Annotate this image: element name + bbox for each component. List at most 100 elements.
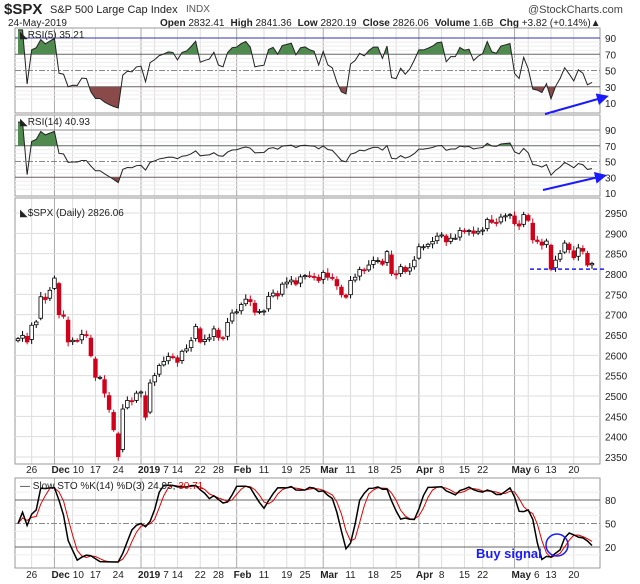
candle [530,222,535,241]
quote-label: Low [297,18,321,29]
candle [225,322,230,337]
x-tick-label: 20 [568,570,580,581]
candle [61,314,66,317]
candle [270,292,276,297]
x-tick-label: 17 [90,570,102,581]
x-tick-label: Mar [320,465,338,476]
x-tick-label: 6 [534,570,540,581]
candle [116,433,121,458]
candle [512,215,517,224]
candle [175,357,180,363]
x-tick-label: 22 [477,465,489,476]
candle [507,214,513,217]
candle [521,214,526,225]
candle [316,277,321,281]
quote-bar: Open 2832.41 High 2841.36 Low 2820.19 Close… [160,18,607,29]
x-tick-label: 2019 [138,465,161,476]
candle [106,395,112,410]
candle [207,337,212,340]
candle [289,279,294,283]
candle [407,267,412,272]
x-tick-label: 14 [172,570,184,581]
candle [216,329,221,338]
candle [494,222,499,224]
candle [138,391,144,394]
candle [448,237,453,242]
rsi14-arrow [542,171,607,191]
candle [166,356,171,362]
candle [325,272,330,278]
candle [412,259,417,268]
sto-k-line [17,484,593,563]
quote-label: Volume [434,18,473,29]
x-tick-label: May [512,465,532,476]
x-tick-label: 19 [281,570,293,581]
axis-tick-label: 2850 [605,250,628,261]
candle [475,230,481,234]
candle [393,273,399,276]
x-tick-label: 24 [113,570,125,581]
axis-tick-label: 50 [605,158,617,169]
x-tick-label: 7 [163,570,169,581]
x-tick-label: Apr [416,570,433,581]
axis-tick-label: 70 [605,50,617,61]
candle [526,215,531,221]
candle [293,280,299,285]
candle [143,395,148,418]
x-tick-label: 25 [299,570,311,581]
candle [134,392,139,401]
exchange: INDX [186,4,210,15]
candle [125,400,130,409]
candle [343,294,349,298]
index-name: S&P 500 Large Cap Index [50,4,178,16]
candle [15,338,21,342]
candle [88,337,94,357]
candle [398,266,403,274]
candle [471,230,476,234]
sto-title: — Slow STO %K(14) %D(3) 24.95, 30.71 [20,481,204,492]
axis-tick-label: 30 [605,83,617,94]
candle [79,334,84,341]
x-tick-label: Apr [416,465,433,476]
x-tick-label: 25 [391,570,403,581]
candle [571,250,576,259]
panel-frame-price [14,197,601,465]
candle [275,293,280,297]
candle [371,260,376,265]
x-tick-label: 10 [73,465,85,476]
x-tick-label: 2019 [138,570,161,581]
x-tick-label: 15 [459,465,471,476]
candle [261,310,267,313]
candle [34,321,39,326]
axis-tick-label: 2500 [605,392,628,403]
candle [102,379,107,394]
candle [580,248,586,252]
x-tick-label: Dec [51,465,70,476]
candle [557,253,563,260]
candle [416,246,422,259]
candle [352,276,358,281]
candle [384,251,390,263]
x-tick-label: 17 [90,465,102,476]
candle [84,334,89,337]
candle [220,337,226,340]
candle [266,295,271,310]
candle [75,339,80,342]
x-tick-label: 8 [439,570,445,581]
candle [439,234,444,237]
brand-link[interactable]: @StockCharts.com [528,4,623,16]
candle [252,302,258,313]
candle [29,324,34,340]
x-tick-label: 25 [299,465,311,476]
candle [234,311,239,314]
x-tick-label: 7 [163,465,169,476]
candle [93,358,98,378]
axis-tick-label: 80 [605,496,617,507]
quote-value: 2832.41 [188,18,225,29]
candle [248,299,253,303]
candle [20,335,25,339]
axis-tick-label: 2650 [605,331,628,342]
axis-tick-label: 2400 [605,433,628,444]
candle [111,412,116,431]
